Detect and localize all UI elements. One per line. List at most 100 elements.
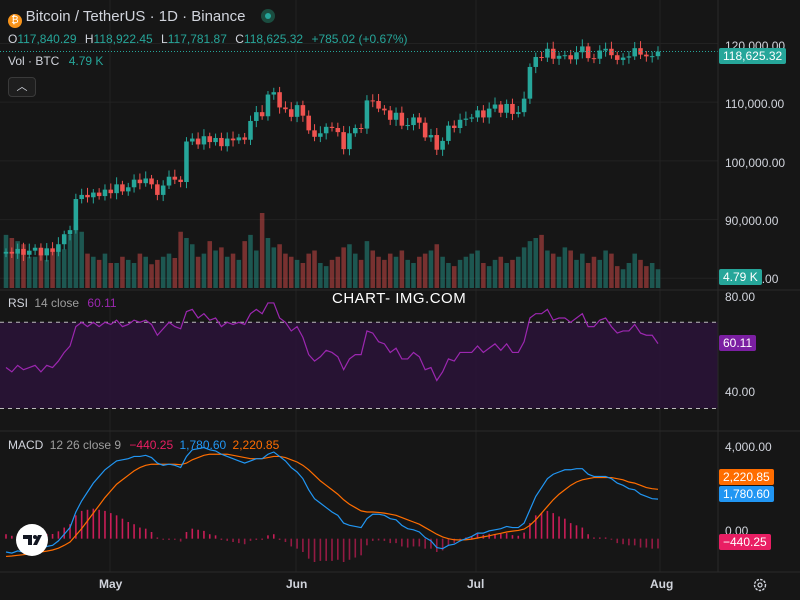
volume-bar: [96, 259, 102, 288]
macd-hist-bar: [63, 527, 66, 539]
volume-bar: [120, 256, 125, 288]
candle-body: [463, 118, 469, 120]
candle-body: [550, 48, 556, 59]
volume-bar: [475, 250, 480, 288]
macd-hist-bar: [610, 538, 613, 540]
volume-bar: [492, 259, 498, 288]
macd-hist-bar: [75, 515, 77, 539]
candle-body: [329, 126, 335, 128]
volume-bar: [603, 250, 608, 288]
candle-body: [160, 185, 166, 195]
volume-bar: [504, 263, 509, 288]
volume-bar: [236, 259, 242, 288]
candle-body: [300, 105, 306, 116]
volume-bar: [382, 259, 387, 288]
grid-lines: [0, 0, 718, 572]
signal-line: [5, 453, 659, 558]
settings-button[interactable]: [752, 577, 768, 593]
macd-hist-bar: [319, 538, 322, 561]
macd-hist-bar: [139, 527, 141, 539]
macd-hist-bar: [441, 538, 444, 551]
macd-hist-bar: [272, 534, 275, 539]
candle-body: [655, 51, 661, 57]
candle-body: [271, 92, 277, 95]
candle-body: [341, 132, 346, 150]
macd-hist-bar: [511, 535, 514, 539]
candle-body: [108, 189, 114, 194]
macd-hist-bar: [494, 534, 496, 539]
candle-body: [178, 179, 183, 182]
tradingview-logo[interactable]: [16, 524, 48, 556]
volume-bar: [242, 241, 247, 288]
macd-hist-bar: [80, 510, 83, 539]
volume-bar: [609, 253, 614, 288]
candle-body: [504, 103, 509, 113]
volume-bar: [568, 250, 573, 288]
candle-body: [137, 179, 143, 184]
rsi-value: 60.11: [87, 296, 117, 310]
candle-body: [143, 178, 148, 184]
volume-bar: [655, 269, 661, 288]
volume-bar: [533, 238, 539, 288]
candle-body: [446, 125, 451, 141]
candlestick-series: [3, 39, 661, 262]
macd-hist-bar: [529, 523, 531, 539]
candle-body: [347, 133, 352, 150]
macd-hist-bar: [208, 534, 211, 539]
high-value: 118,922.45: [93, 32, 153, 46]
candle-body: [411, 117, 416, 126]
volume-bar: [440, 256, 445, 288]
volume-bar: [184, 238, 189, 288]
candle-body: [568, 55, 573, 60]
candle-body: [230, 138, 236, 141]
candle-body: [649, 56, 655, 58]
volume-bar: [638, 259, 643, 288]
volume-bar: [580, 253, 585, 288]
volume-bar: [3, 234, 9, 288]
volume-bar: [294, 259, 300, 288]
last-price-badge: 118,625.32: [719, 48, 787, 64]
volume-bar: [585, 263, 591, 288]
volume-bar: [358, 259, 364, 288]
macd-hist-bar: [337, 538, 339, 560]
volume-bar: [91, 256, 96, 288]
volume-bar: [649, 263, 655, 288]
macd-hist-bar: [57, 531, 60, 539]
volume-bar: [620, 269, 626, 288]
macd-hist-bar: [51, 534, 54, 539]
volume-bar: [457, 259, 463, 288]
volume-bar: [521, 247, 527, 288]
volume-bar: [155, 259, 160, 288]
volume-bar: [446, 263, 451, 288]
candle-body: [545, 48, 550, 58]
volume-bar: [451, 266, 457, 288]
collapse-legend-button[interactable]: ︿: [8, 77, 36, 97]
volume-bar: [405, 259, 410, 288]
candle-body: [213, 137, 218, 143]
volume-bar: [644, 266, 649, 288]
macd-hist-bar: [430, 538, 432, 549]
candle-body: [556, 55, 562, 59]
macd-hist-bar: [156, 537, 159, 539]
candle-body: [644, 54, 649, 57]
volume-bar: [21, 244, 26, 288]
low-value: 117,781.87: [167, 32, 227, 46]
candle-body: [3, 251, 9, 254]
macd-hist-bar: [144, 528, 147, 539]
candle-body: [399, 112, 405, 126]
volume-bar: [32, 256, 38, 288]
volume-bar: [376, 256, 381, 288]
macd-hist-bar: [98, 509, 100, 539]
candle-body: [155, 184, 160, 195]
macd-hist-bar: [162, 538, 164, 540]
macd-hist-bar: [453, 538, 456, 544]
candle-body: [591, 58, 597, 60]
volume-bar: [178, 231, 183, 288]
macd-hist-bar: [523, 532, 525, 539]
macd-hist-bar: [546, 510, 549, 539]
candle-body: [469, 117, 474, 119]
macd-hist-bar: [435, 538, 438, 552]
candle-body: [434, 135, 440, 150]
volume-bar: [626, 263, 632, 288]
